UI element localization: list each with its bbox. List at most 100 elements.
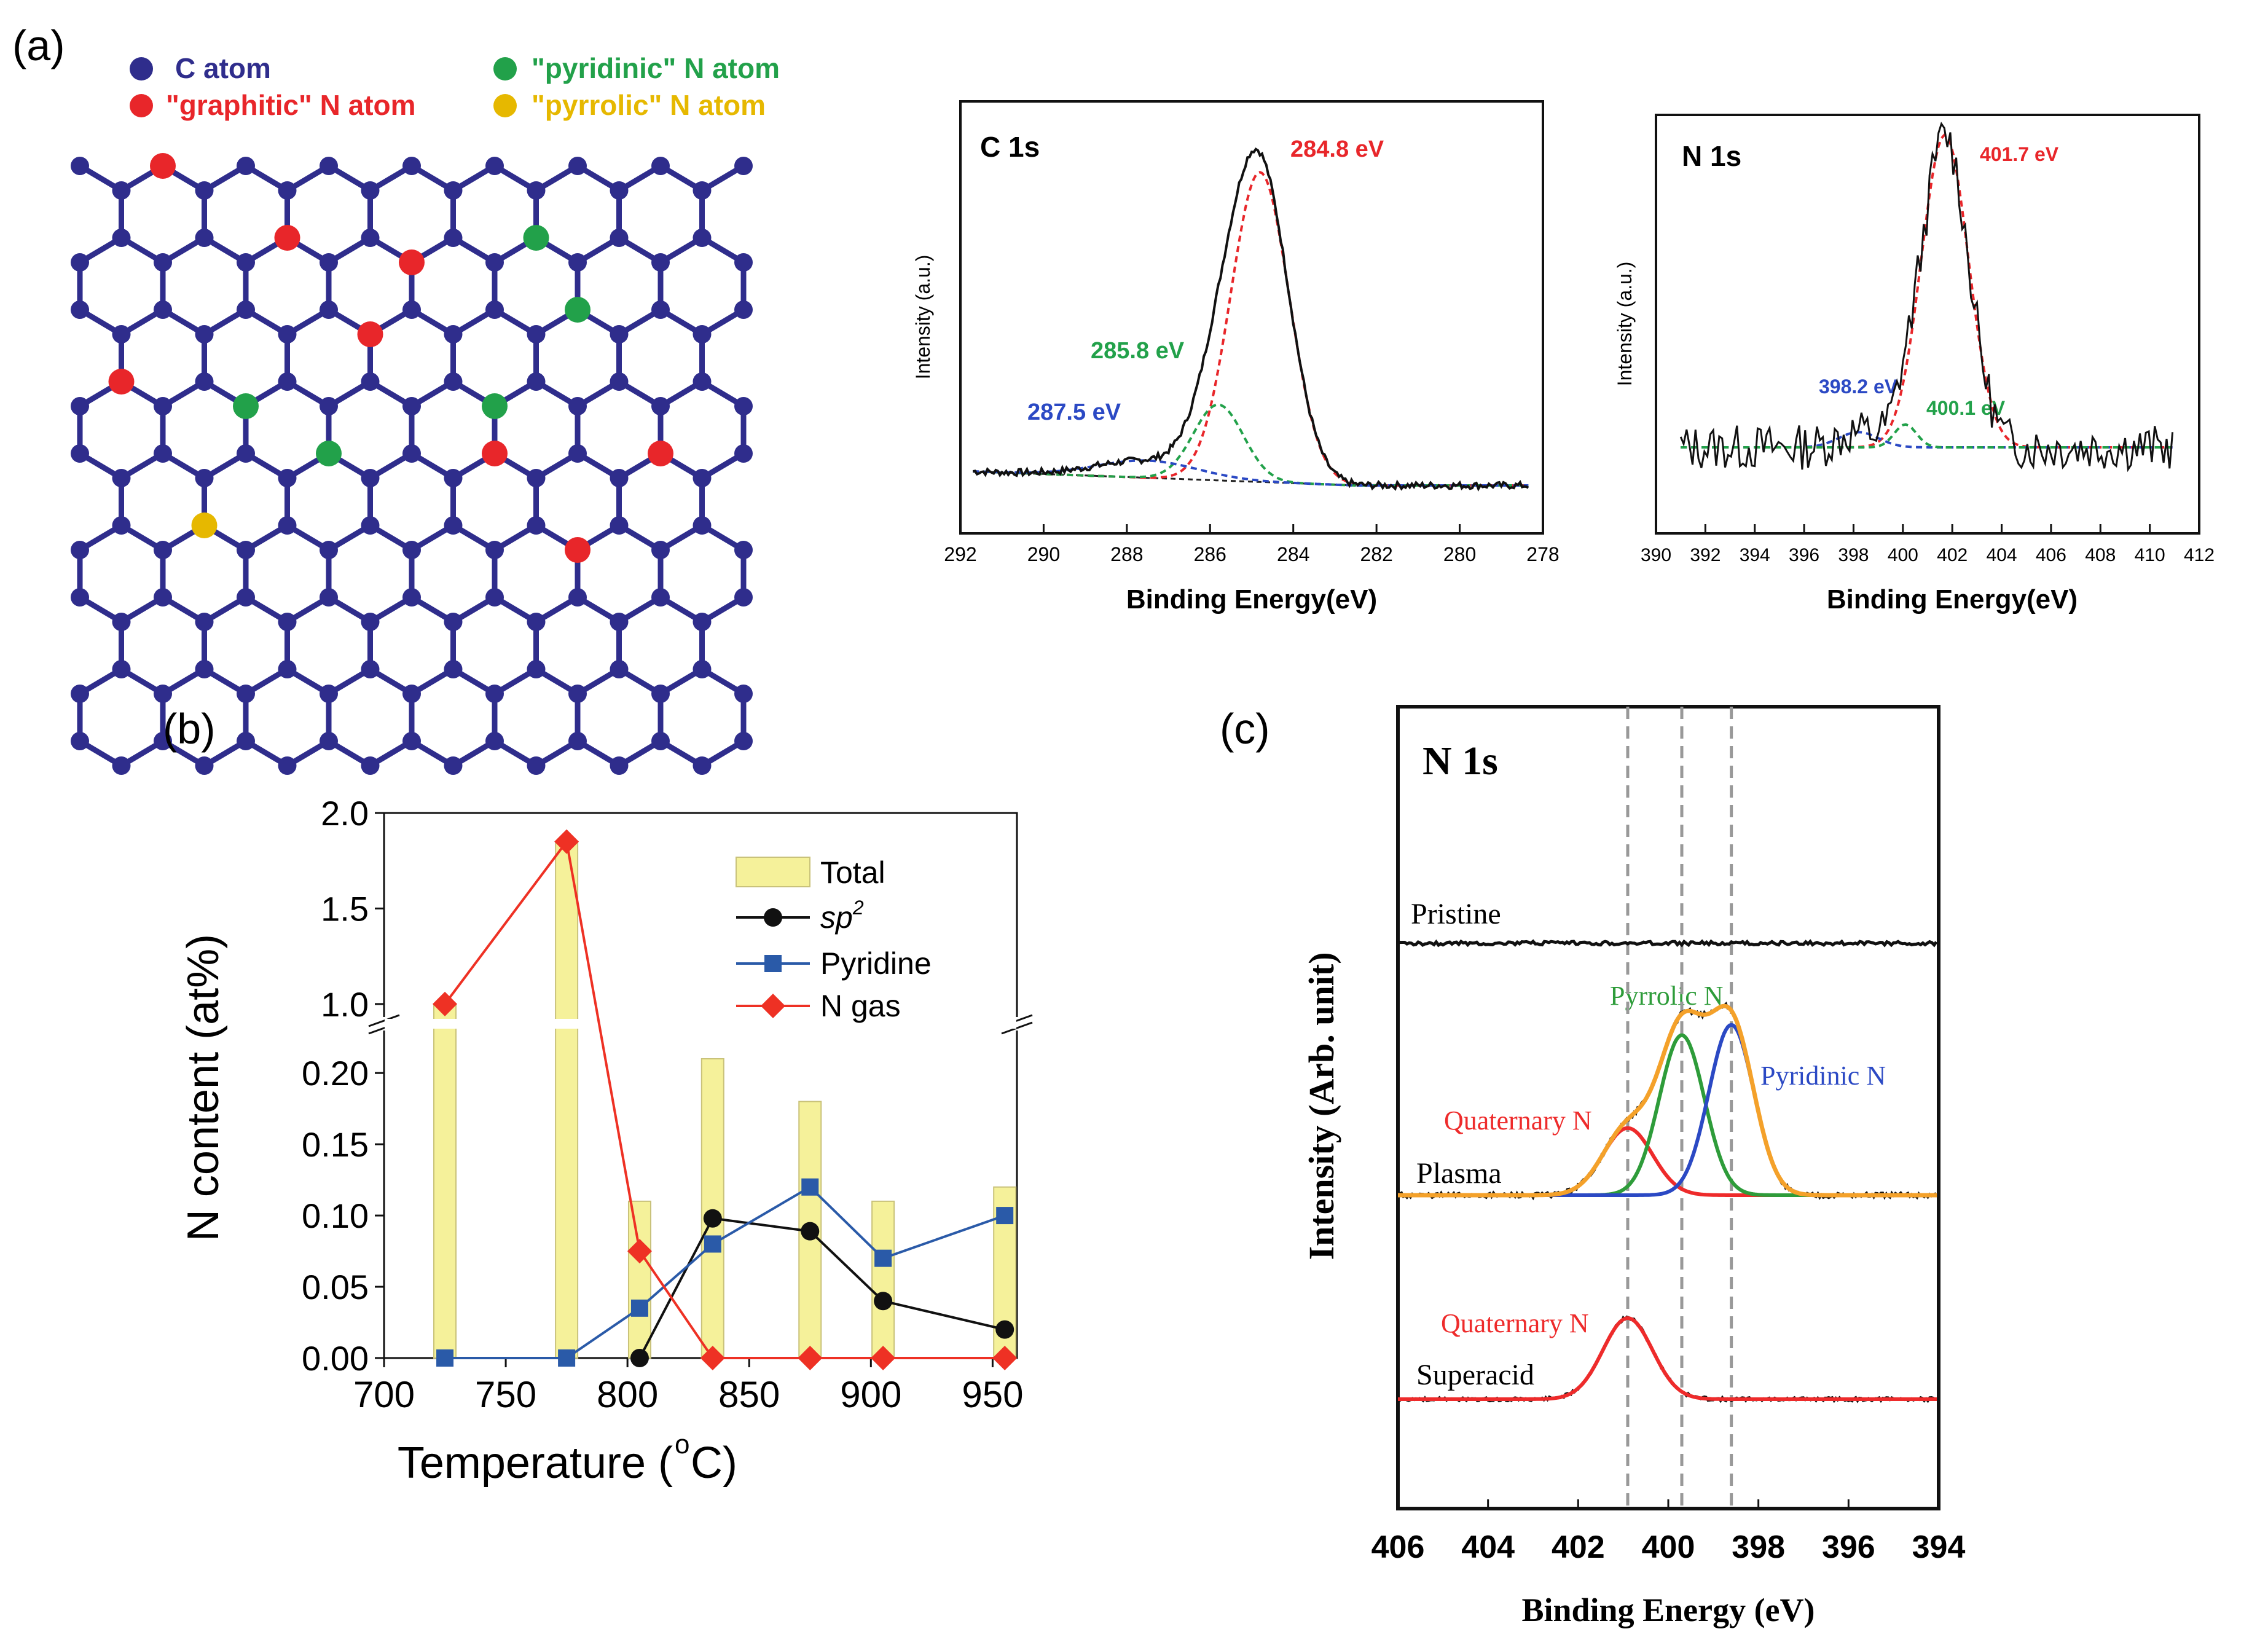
carbon-atom (651, 397, 670, 415)
n-content-y-tick-label: 1.5 (321, 889, 369, 928)
carbon-atom (154, 397, 172, 415)
trace-label-superacid: Superacid (1416, 1359, 1534, 1391)
carbon-atom (361, 756, 380, 775)
sp2-point (874, 1292, 893, 1311)
pyridine-point (630, 1299, 648, 1317)
n-gas-point (700, 1346, 725, 1370)
carbon-atom (693, 469, 712, 487)
carbon-atom (610, 325, 629, 344)
n1s-a-peak-label-401-7: 401.7 eV (1980, 143, 2059, 165)
n-content-y-tick-label: 0.20 (302, 1054, 369, 1093)
carbon-atom (485, 253, 504, 272)
carbon-atom (278, 469, 297, 487)
superacid-fit (1398, 1316, 1937, 1401)
pyridine-point (436, 1349, 454, 1367)
c1s-background-fit (973, 470, 1529, 487)
carbon-atom (693, 325, 712, 344)
carbon-atom (278, 516, 297, 535)
graphitic-legend-marker (130, 94, 153, 117)
graphene-lattice (71, 153, 753, 775)
carbon-atom (361, 181, 380, 200)
graphitic-n-atom (274, 225, 300, 251)
n-content-axes: 700 750 800 850 900 950 0.00 0.05 0.10 0.15 0.20 1.… (302, 794, 1023, 1415)
c1s-peak-label-287-5: 287.5 eV (1027, 399, 1121, 425)
carbon-atom (195, 229, 214, 247)
carbon-atom (237, 444, 255, 463)
pyridinic-n-atom (523, 225, 549, 251)
n-gas-point (992, 1346, 1018, 1370)
n1s-c-curves (1397, 707, 1938, 1509)
total-bar (555, 841, 579, 1359)
carbon-atom (610, 660, 629, 678)
carbon-atom (112, 469, 131, 487)
n-gas-point (627, 1239, 652, 1264)
carbon-atom (320, 685, 338, 703)
carbon-atom (361, 516, 380, 535)
legend-n-gas-marker (761, 994, 785, 1018)
carbon-atom (568, 588, 587, 607)
n-content-x-tick-label: 900 (840, 1374, 901, 1415)
carbon-atom (568, 157, 587, 175)
carbon-atom (610, 229, 629, 247)
c1s-x-tick-label: 290 (1027, 543, 1060, 565)
carbon-atom (278, 613, 297, 631)
n1s-a-x-tick-label: 398 (1838, 545, 1869, 565)
carbon-atom (734, 588, 753, 607)
carbon-atom (568, 732, 587, 750)
carbon-atom (320, 253, 338, 272)
n-gas-point (433, 991, 458, 1016)
pyridinic-n-atom (482, 393, 508, 419)
c1s-x-tick-label: 280 (1443, 543, 1476, 565)
n-content-x-tick-label: 800 (597, 1374, 658, 1415)
carbon-atom (71, 685, 89, 703)
n1s-a-x-axis-label: Binding Energy(eV) (1827, 584, 2078, 614)
n1s-a-x-tick-label: 392 (1690, 545, 1721, 565)
n1s-c-x-ticks: 406 404 402 400 398 396 394 (1371, 1499, 1965, 1565)
c1s-curves (972, 147, 1529, 492)
carbon-atom (278, 372, 297, 391)
carbon-atom (112, 516, 131, 535)
n1s-a-measured-spectrum (1679, 122, 2174, 473)
carbon-atom (112, 613, 131, 631)
n-content-marks (385, 829, 1018, 1370)
carbon-atom (527, 372, 546, 391)
carbon-atom (154, 685, 172, 703)
carbon-atom (734, 444, 753, 463)
n-gas-point (554, 829, 579, 854)
carbon-atom (693, 613, 712, 631)
label-quaternary-n-plasma: Quaternary N (1444, 1105, 1592, 1136)
n-content-x-tick-label: 700 (353, 1374, 415, 1415)
graphitic-n-atom (399, 249, 425, 275)
carbon-atom (444, 660, 463, 678)
sp2-point (995, 1320, 1014, 1339)
carbon-atom (71, 397, 89, 415)
legend-sp2-superscript: 2 (852, 897, 864, 919)
n-content-y-tick-label: 0.10 (302, 1196, 369, 1235)
c1s-x-tick-label: 288 (1110, 543, 1143, 565)
carbon-atom (444, 756, 463, 775)
pyridinic-n-atom (565, 297, 591, 323)
n1s-a-component-400.1 (1681, 423, 2173, 449)
carbon-atom (651, 253, 670, 272)
sp2-series-line (638, 1217, 1005, 1359)
carbon-atom (195, 660, 214, 678)
panel-label-c: (c) (1220, 705, 1270, 753)
carbon-atom (444, 613, 463, 631)
carbon-atom (237, 541, 255, 559)
carbon-atom (610, 613, 629, 631)
panel-label-b: (b) (163, 705, 216, 753)
n-gas-point (798, 1346, 823, 1370)
n1s-a-x-tick-label: 412 (2184, 545, 2215, 565)
n1s-a-x-tick-label: 396 (1789, 545, 1819, 565)
carbon-atom (610, 372, 629, 391)
carbon-atom (71, 444, 89, 463)
pyrrolic-n-atom (191, 512, 218, 538)
pyridinic-legend-marker (493, 57, 517, 80)
total-bar (871, 1200, 895, 1359)
carbon-atom (610, 516, 629, 535)
x-axis-label-unit: C) (691, 1439, 737, 1488)
pyrrolic-legend-marker (493, 94, 517, 117)
sp2-point (801, 1222, 820, 1241)
n1s-c-title: N 1s (1422, 739, 1498, 783)
